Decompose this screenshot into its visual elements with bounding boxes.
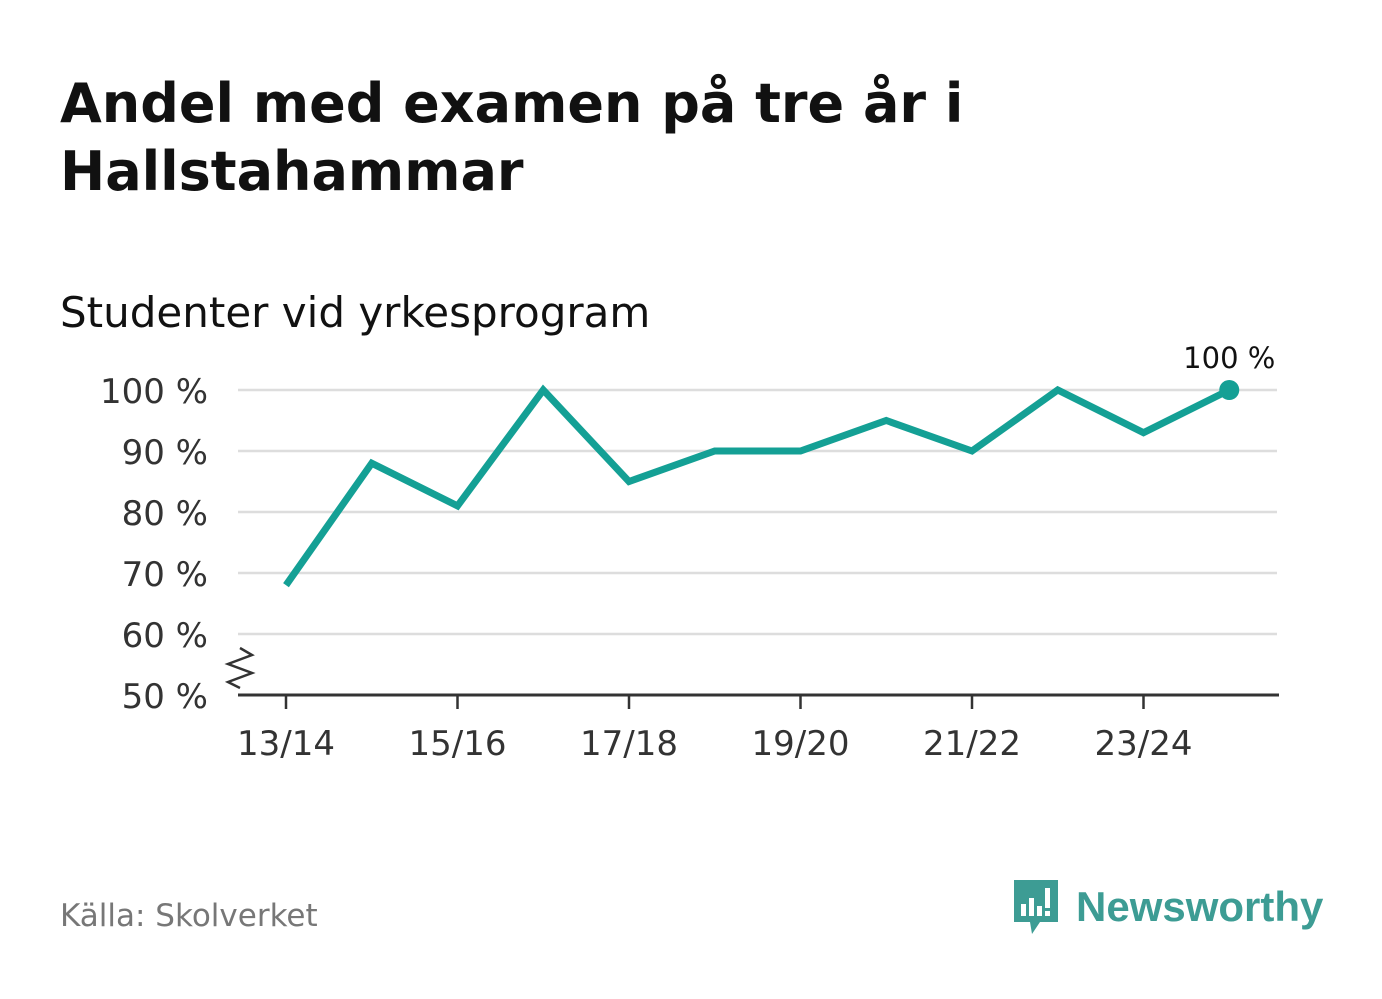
y-tick-label: 90 % bbox=[122, 433, 208, 473]
y-tick-label: 80 % bbox=[122, 494, 208, 534]
last-point-marker bbox=[1219, 380, 1240, 400]
newsworthy-logo: Newsworthy bbox=[1010, 876, 1323, 938]
gridlines bbox=[238, 388, 1277, 636]
x-tick-label: 17/18 bbox=[580, 724, 678, 764]
newsworthy-logo-icon bbox=[1014, 880, 1058, 934]
series-line bbox=[283, 384, 1231, 588]
y-tick-label: 50 % bbox=[122, 677, 208, 717]
x-tick-label: 21/22 bbox=[923, 724, 1021, 764]
chart-subtitle: Studenter vid yrkesprogram bbox=[60, 288, 651, 337]
x-tick-label: 19/20 bbox=[752, 724, 850, 764]
x-tick-label: 15/16 bbox=[409, 724, 507, 764]
x-tick-label: 13/14 bbox=[237, 724, 335, 764]
y-tick-label: 70 % bbox=[122, 555, 208, 595]
source-note: Källa: Skolverket bbox=[60, 898, 318, 934]
x-tick-label: 23/24 bbox=[1095, 724, 1193, 764]
y-axis-tick-labels: 50 % 60 % 70 % 80 % 90 % 100 % bbox=[100, 372, 208, 717]
chart-title: Andel med examen på tre år i Hallstahamm… bbox=[60, 72, 964, 203]
axis-break-symbol bbox=[224, 646, 256, 690]
newsworthy-logo-text: Newsworthy bbox=[1076, 883, 1324, 930]
y-tick-label: 60 % bbox=[122, 616, 208, 656]
x-axis-ticks: 13/14 15/16 17/18 19/20 21/22 23/24 bbox=[237, 695, 1192, 764]
last-value-label: 100 % bbox=[1183, 341, 1275, 375]
y-tick-label: 100 % bbox=[100, 372, 208, 412]
series: 100 % bbox=[283, 341, 1275, 588]
